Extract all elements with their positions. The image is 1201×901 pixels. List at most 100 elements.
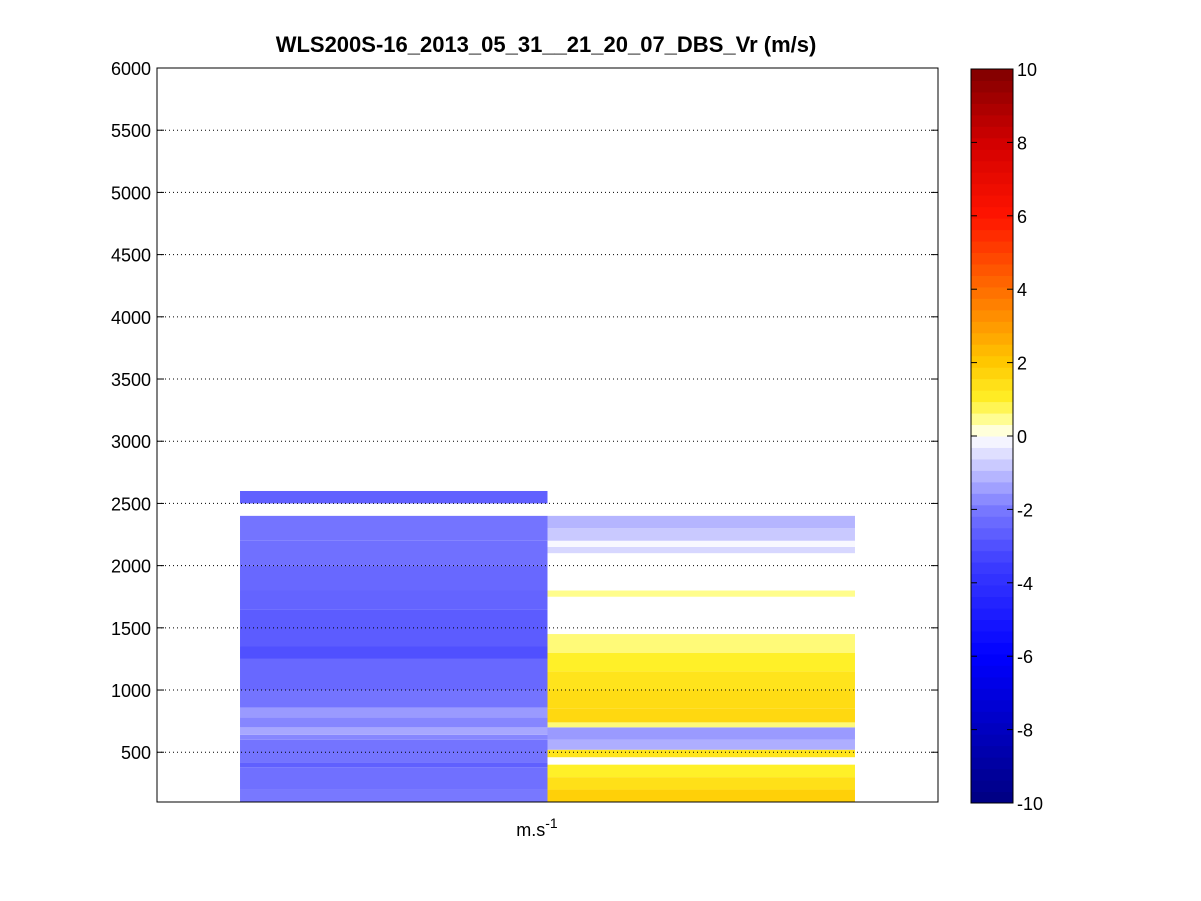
colorbar-swatch bbox=[971, 608, 1013, 620]
colorbar-swatch bbox=[971, 298, 1013, 311]
colorbar-swatch bbox=[971, 263, 1013, 276]
colorbar-swatch bbox=[971, 241, 1013, 253]
colorbar-swatch bbox=[971, 504, 1013, 517]
colorbar-swatch bbox=[971, 172, 1013, 185]
colorbar-swatch bbox=[971, 619, 1013, 632]
heatmap-cell bbox=[547, 540, 855, 547]
colorbar-swatch bbox=[971, 126, 1013, 139]
colorbar-swatch bbox=[971, 103, 1013, 116]
colorbar-swatch bbox=[971, 160, 1013, 173]
heatmap-cell bbox=[240, 565, 548, 591]
heatmap-cell bbox=[547, 690, 855, 709]
x-axis-label-exponent: -1 bbox=[545, 815, 558, 831]
colorbar-swatch bbox=[971, 688, 1013, 701]
colorbar-swatch bbox=[971, 734, 1013, 747]
heatmap-cell bbox=[547, 671, 855, 691]
colorbar-swatch bbox=[971, 653, 1013, 666]
plot-frame bbox=[156, 67, 939, 803]
colorbar-swatch bbox=[971, 401, 1013, 414]
colorbar-tick-label: -10 bbox=[1017, 794, 1043, 814]
colorbar-swatch bbox=[971, 183, 1013, 196]
chart-title: WLS200S-16_2013_05_31__21_20_07_DBS_Vr (… bbox=[276, 32, 817, 57]
heatmap-cell bbox=[547, 739, 855, 750]
colorbar-swatch bbox=[971, 539, 1013, 552]
heatmap-cell bbox=[547, 789, 855, 802]
heatmap-cell bbox=[547, 777, 855, 790]
colorbar-swatch bbox=[971, 630, 1013, 643]
heatmap-cell bbox=[240, 490, 548, 504]
y-tick-label: 2000 bbox=[111, 557, 151, 577]
colorbar-swatch bbox=[971, 91, 1013, 104]
colorbar-swatch bbox=[971, 413, 1013, 426]
colorbar-swatch bbox=[971, 642, 1013, 655]
column-1 bbox=[240, 490, 548, 802]
colorbar-swatch bbox=[971, 780, 1013, 793]
colorbar-swatch bbox=[971, 722, 1013, 735]
heatmap-cell bbox=[547, 749, 855, 758]
colorbar-swatch bbox=[971, 355, 1013, 368]
heatmap-cell bbox=[240, 727, 548, 735]
colorbar-swatch bbox=[971, 562, 1013, 575]
colorbar-swatch bbox=[971, 378, 1013, 391]
y-tick-label: 6000 bbox=[111, 59, 151, 79]
colorbar-swatch bbox=[971, 206, 1013, 219]
colorbar-swatch bbox=[971, 218, 1013, 231]
colorbar-swatch bbox=[971, 527, 1013, 540]
heatmap-cell bbox=[240, 707, 548, 718]
heatmap-cell bbox=[547, 590, 855, 597]
colorbar-swatch bbox=[971, 768, 1013, 781]
heatmap-cell bbox=[547, 727, 855, 740]
colorbar-swatch bbox=[971, 309, 1013, 322]
colorbar-swatch bbox=[971, 390, 1013, 403]
heatmap-cell bbox=[240, 717, 548, 728]
colorbar-tick-label: -2 bbox=[1017, 500, 1033, 520]
x-axis-label: m.s-1 bbox=[516, 815, 558, 840]
heatmap-cell bbox=[547, 546, 855, 554]
colorbar-swatch bbox=[971, 757, 1013, 770]
heatmap-cell bbox=[240, 646, 548, 659]
y-tick-label: 3000 bbox=[111, 432, 151, 452]
colorbar-swatch bbox=[971, 550, 1013, 563]
colorbar-swatch bbox=[971, 344, 1013, 357]
heatmap-cell bbox=[547, 652, 855, 672]
colorbar-tick-label: 4 bbox=[1017, 280, 1027, 300]
y-tick-label: 500 bbox=[121, 743, 151, 763]
colorbar-swatch bbox=[971, 332, 1013, 345]
colorbar-swatch bbox=[971, 286, 1013, 299]
colorbar-swatch bbox=[971, 275, 1013, 288]
colorbar-swatch bbox=[971, 69, 1013, 81]
colorbar-swatch bbox=[971, 195, 1013, 208]
colorbar-swatch bbox=[971, 573, 1013, 586]
y-tick-label: 5000 bbox=[111, 183, 151, 203]
column-2 bbox=[547, 515, 855, 802]
colorbar-swatch bbox=[971, 791, 1013, 804]
y-tick-label: 4500 bbox=[111, 246, 151, 266]
heatmap-cell bbox=[240, 739, 548, 763]
plot-area: 500 1000 1500 2000 2500 3000 3500 4000 4500 5000 5… bbox=[111, 59, 939, 803]
colorbar-swatch bbox=[971, 596, 1013, 609]
colorbar: -10 -8 -6 -4 -2 0 2 4 6 8 10 bbox=[970, 60, 1043, 814]
colorbar-swatch bbox=[971, 229, 1013, 242]
y-tick-label: 2500 bbox=[111, 494, 151, 514]
colorbar-tick-label: 2 bbox=[1017, 354, 1027, 374]
colorbar-swatch bbox=[971, 470, 1013, 483]
y-tick-label: 1000 bbox=[111, 681, 151, 701]
colorbar-swatch bbox=[971, 458, 1013, 471]
heatmap-cell bbox=[240, 767, 548, 790]
y-tick-label: 3500 bbox=[111, 370, 151, 390]
colorbar-swatch bbox=[971, 447, 1013, 460]
colorbar-swatch bbox=[971, 745, 1013, 758]
colorbar-swatch bbox=[971, 665, 1013, 678]
heatmap-cell bbox=[547, 722, 855, 728]
heatmap-cell bbox=[240, 762, 548, 768]
y-tick-label: 5500 bbox=[111, 121, 151, 141]
colorbar-tick-label: 8 bbox=[1017, 133, 1027, 153]
heatmap-cell bbox=[240, 734, 548, 740]
y-tick-label: 1500 bbox=[111, 619, 151, 639]
colorbar-swatch bbox=[971, 585, 1013, 598]
colorbar-swatch bbox=[971, 699, 1013, 712]
colorbar-swatch bbox=[971, 493, 1013, 506]
colorbar-swatch bbox=[971, 321, 1013, 334]
colorbar-swatch bbox=[971, 80, 1013, 93]
colorbar-swatch bbox=[971, 114, 1013, 127]
